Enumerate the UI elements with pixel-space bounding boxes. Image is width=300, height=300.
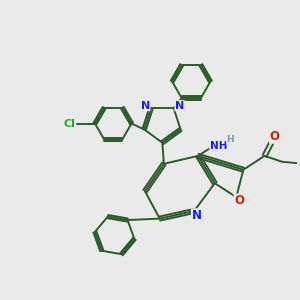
Text: NH: NH <box>210 141 227 151</box>
Text: N: N <box>191 209 202 222</box>
Text: N: N <box>141 101 150 111</box>
Text: H: H <box>226 135 234 144</box>
Text: O: O <box>234 194 244 207</box>
Text: N: N <box>175 101 184 111</box>
Text: O: O <box>270 130 280 143</box>
Text: Cl: Cl <box>63 118 75 128</box>
